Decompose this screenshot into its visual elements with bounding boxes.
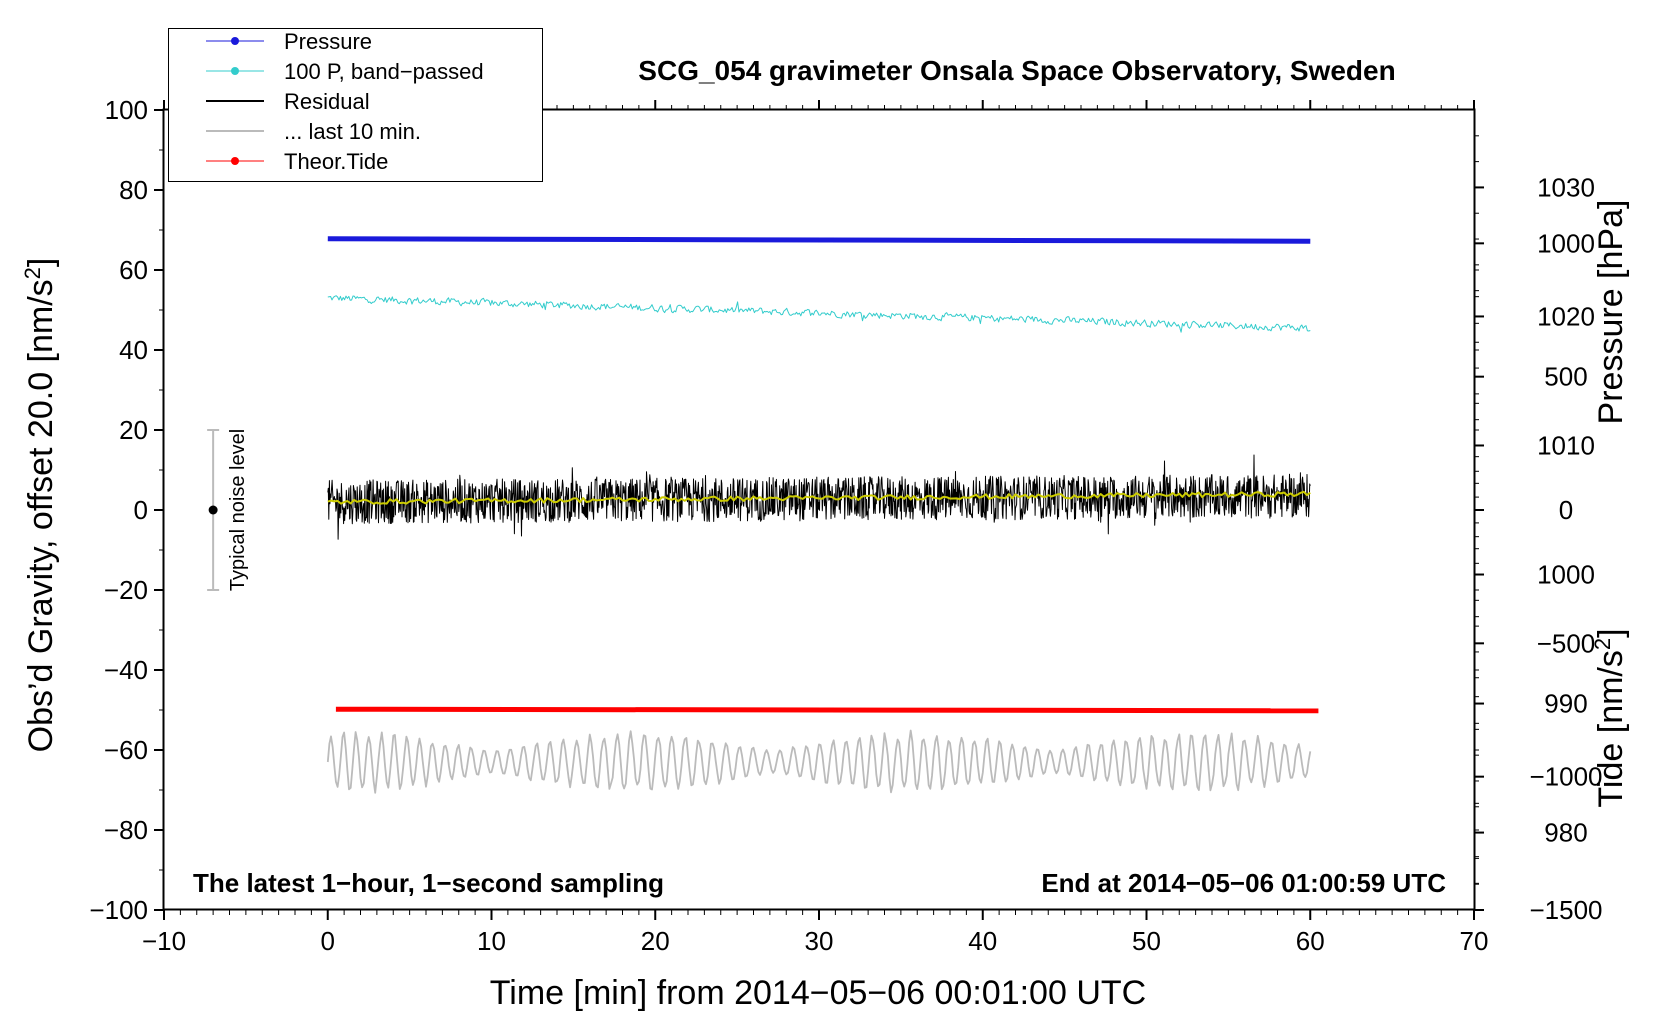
legend-box <box>168 28 543 182</box>
x-tick-label: 20 <box>641 926 670 956</box>
y-tick-label: −20 <box>104 575 148 605</box>
legend-label: Pressure <box>284 29 372 54</box>
pressure-tick-label: 1030 <box>1537 172 1595 202</box>
x-tick-label: −10 <box>142 926 186 956</box>
y-axis-label-left: Obs’d Gravity, offset 20.0 [nm/s2] <box>20 258 60 753</box>
y-tick-label: −80 <box>104 815 148 845</box>
tide-tick-label: −1500 <box>1529 895 1602 925</box>
y-tick-label: −100 <box>89 895 148 925</box>
y-axis-label-pressure: Pressure [hPa] <box>1592 200 1630 425</box>
noise-bar-point <box>208 505 218 515</box>
tide-tick-label: 1000 <box>1537 228 1595 258</box>
x-tick-label: 10 <box>477 926 506 956</box>
tide-tick-label: 0 <box>1559 495 1573 525</box>
pressure-tick-label: 1010 <box>1537 430 1595 460</box>
legend-marker <box>231 67 239 75</box>
legend-label: ... last 10 min. <box>284 119 421 144</box>
axis-ticks: −10 0 10 20 30 40 50 60 70−100−80−60−40−20020406… <box>89 95 1602 956</box>
series-line-theor-tide <box>335 706 1319 714</box>
x-tick-label: 30 <box>805 926 834 956</box>
legend-marker <box>231 37 239 45</box>
pressure-tick-label: 1000 <box>1537 560 1595 590</box>
pressure-tick-label: 1020 <box>1537 301 1595 331</box>
chart-title: SCG_054 gravimeter Onsala Space Observat… <box>638 55 1395 86</box>
legend: Pressure 100 P, band−passed Residual ... la… <box>168 28 543 182</box>
series-line-residual <box>327 454 1311 540</box>
y-tick-label: 0 <box>134 495 148 525</box>
series-line-last-10-min <box>326 729 1312 794</box>
y-tick-label: 20 <box>119 415 148 445</box>
y-tick-label: 80 <box>119 175 148 205</box>
noise-bar: Typical noise level <box>207 429 249 591</box>
y-tick-label: −40 <box>104 655 148 685</box>
legend-label: Theor.Tide <box>284 149 388 174</box>
legend-label: 100 P, band−passed <box>284 59 484 84</box>
x-tick-label: 40 <box>968 926 997 956</box>
series-layer <box>326 236 1319 794</box>
y-tick-label: 60 <box>119 255 148 285</box>
legend-marker <box>231 157 239 165</box>
legend-entries: Pressure 100 P, band−passed Residual ... la… <box>206 29 484 174</box>
noise-bar-label: Typical noise level <box>227 429 249 591</box>
x-tick-label: 60 <box>1296 926 1325 956</box>
y-tick-label: −60 <box>104 735 148 765</box>
tide-tick-label: 500 <box>1544 362 1587 392</box>
series-line-pressure <box>327 236 1311 244</box>
tide-tick-label: −1000 <box>1529 762 1602 792</box>
tide-tick-label: −500 <box>1537 628 1596 658</box>
series-line-100-p-band-passed <box>327 295 1311 333</box>
y-axis-label-tide: Tide [nm/s2] <box>1590 628 1630 807</box>
series-line-smoothed-residual <box>327 490 1311 505</box>
pressure-tick-label: 990 <box>1544 689 1587 719</box>
annotation-sampling: The latest 1−hour, 1−second sampling <box>193 868 664 898</box>
pressure-tick-label: 980 <box>1544 818 1587 848</box>
y-tick-label: 40 <box>119 335 148 365</box>
x-tick-label: 50 <box>1132 926 1161 956</box>
y-tick-label: 100 <box>105 95 148 125</box>
legend-label: Residual <box>284 89 370 114</box>
annotation-end-time: End at 2014−05−06 01:00:59 UTC <box>1041 868 1446 898</box>
x-tick-label: 0 <box>321 926 335 956</box>
x-axis-label: Time [min] from 2014−05−06 00:01:00 UTC <box>490 974 1146 1012</box>
x-tick-label: 70 <box>1460 926 1489 956</box>
